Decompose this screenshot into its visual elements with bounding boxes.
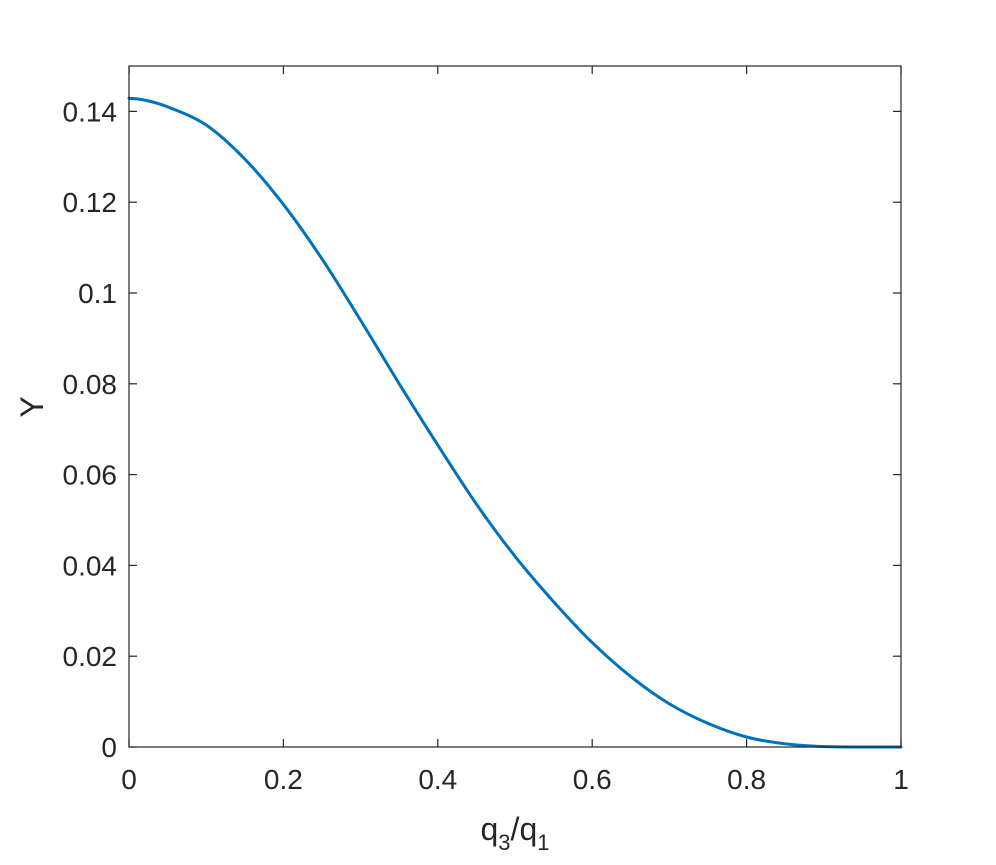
x-tick-label: 0 xyxy=(121,764,137,795)
x-tick-label: 0.8 xyxy=(727,764,766,795)
plot-area xyxy=(129,66,901,747)
y-tick-labels: 0 0.02 0.04 0.06 0.08 0.1 0.12 0.14 xyxy=(63,96,118,763)
x-axis-label-sep: / xyxy=(511,811,520,847)
y-tick-label: 0 xyxy=(101,732,117,763)
y-axis-label: Y xyxy=(14,396,50,417)
x-axis-label: q3/q1 xyxy=(481,811,550,855)
y-tick-label: 0.1 xyxy=(78,278,117,309)
x-tick-label: 0.4 xyxy=(418,764,457,795)
axes-box xyxy=(128,65,902,748)
x-axis-label-sub1: 3 xyxy=(498,830,510,855)
y-tick-label: 0.14 xyxy=(63,96,118,127)
x-axis-label-base2: q xyxy=(519,811,537,847)
series-layer xyxy=(127,96,903,749)
y-tick-label: 0.02 xyxy=(63,641,118,672)
y-tick-label: 0.04 xyxy=(63,550,118,581)
x-axis-label-sub2: 1 xyxy=(537,830,549,855)
y-tick-label: 0.06 xyxy=(63,460,118,491)
series-line xyxy=(127,96,903,749)
x-tick-label: 0.6 xyxy=(573,764,612,795)
x-tick-labels: 0 0.2 0.4 0.6 0.8 1 xyxy=(121,764,909,795)
y-tick-label: 0.12 xyxy=(63,187,118,218)
y-tick-label: 0.08 xyxy=(63,369,118,400)
x-axis-label-base1: q xyxy=(481,811,499,847)
x-tick-label: 0.2 xyxy=(264,764,303,795)
x-tick-label: 1 xyxy=(893,764,909,795)
